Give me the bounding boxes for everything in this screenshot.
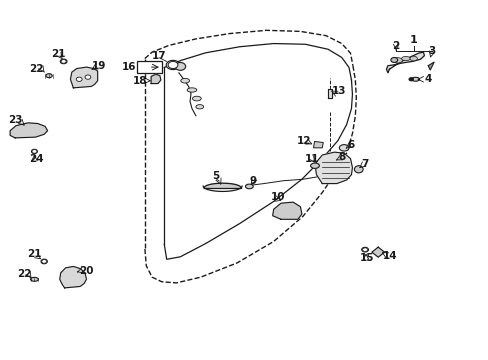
Text: 22: 22 xyxy=(29,64,43,73)
Ellipse shape xyxy=(46,74,52,78)
Text: 6: 6 xyxy=(347,140,354,150)
Polygon shape xyxy=(327,89,331,98)
Text: 18: 18 xyxy=(133,76,147,86)
Ellipse shape xyxy=(390,58,397,63)
Text: 23: 23 xyxy=(8,115,22,125)
Text: 11: 11 xyxy=(304,154,318,163)
Text: 12: 12 xyxy=(296,136,310,147)
Text: 3: 3 xyxy=(427,46,434,56)
Polygon shape xyxy=(10,123,47,138)
Ellipse shape xyxy=(411,77,419,81)
Ellipse shape xyxy=(187,88,197,92)
Text: 24: 24 xyxy=(29,154,43,164)
Text: 7: 7 xyxy=(361,159,368,169)
Ellipse shape xyxy=(310,163,319,168)
Text: 4: 4 xyxy=(424,74,431,84)
Ellipse shape xyxy=(41,259,47,264)
Text: 17: 17 xyxy=(152,51,166,61)
Circle shape xyxy=(32,150,37,153)
Bar xyxy=(136,62,162,73)
Polygon shape xyxy=(371,247,384,257)
Ellipse shape xyxy=(401,57,409,61)
Ellipse shape xyxy=(196,105,203,109)
Ellipse shape xyxy=(31,149,37,154)
Text: 1: 1 xyxy=(409,35,417,45)
Text: 14: 14 xyxy=(382,251,397,261)
Ellipse shape xyxy=(192,96,201,101)
Ellipse shape xyxy=(245,184,253,189)
Text: 21: 21 xyxy=(51,49,66,59)
Text: 19: 19 xyxy=(91,62,105,71)
Text: 5: 5 xyxy=(211,171,219,181)
Text: 22: 22 xyxy=(18,269,32,279)
Text: 15: 15 xyxy=(359,253,373,263)
Text: 21: 21 xyxy=(27,249,41,259)
Circle shape xyxy=(168,62,178,68)
Polygon shape xyxy=(313,141,323,148)
Ellipse shape xyxy=(60,59,67,64)
Polygon shape xyxy=(427,62,433,70)
Circle shape xyxy=(362,248,367,251)
Text: 8: 8 xyxy=(337,152,345,162)
Circle shape xyxy=(408,77,413,81)
Text: 16: 16 xyxy=(122,62,136,72)
Polygon shape xyxy=(314,152,352,184)
Polygon shape xyxy=(386,52,424,73)
Polygon shape xyxy=(60,266,86,288)
Polygon shape xyxy=(203,183,241,188)
Circle shape xyxy=(41,260,46,263)
Text: 13: 13 xyxy=(331,86,346,96)
Ellipse shape xyxy=(181,78,189,83)
Text: 20: 20 xyxy=(79,266,94,276)
Ellipse shape xyxy=(30,277,38,281)
Ellipse shape xyxy=(392,58,402,63)
Ellipse shape xyxy=(339,145,348,151)
Polygon shape xyxy=(70,67,98,88)
Ellipse shape xyxy=(361,247,368,252)
Ellipse shape xyxy=(175,63,185,70)
Polygon shape xyxy=(151,74,161,84)
Text: 10: 10 xyxy=(270,192,284,202)
Ellipse shape xyxy=(409,56,416,61)
Circle shape xyxy=(61,60,66,63)
Text: 9: 9 xyxy=(249,176,256,186)
Circle shape xyxy=(76,77,82,81)
Text: 2: 2 xyxy=(392,41,399,51)
Ellipse shape xyxy=(166,60,180,69)
Ellipse shape xyxy=(354,166,363,173)
Circle shape xyxy=(85,75,91,79)
Polygon shape xyxy=(272,202,301,219)
